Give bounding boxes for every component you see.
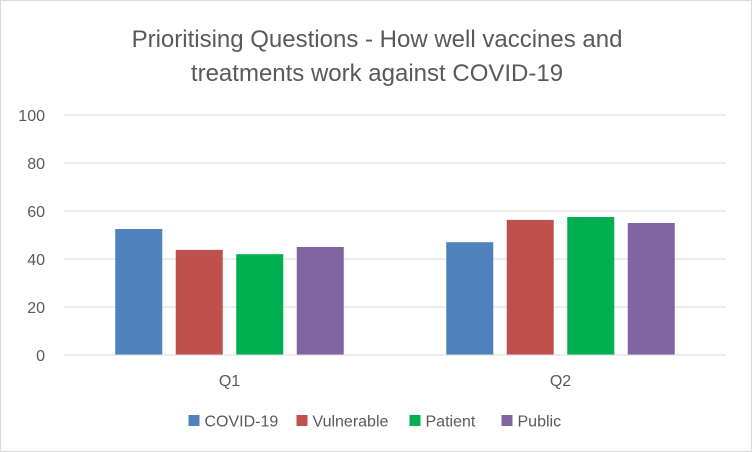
y-axis-tick-labels: 0 20 40 60 80 100 bbox=[18, 108, 45, 365]
y-tick-label: 20 bbox=[27, 300, 45, 317]
legend-swatch-patient bbox=[409, 415, 421, 426]
legend-swatch-covid-19 bbox=[188, 415, 200, 426]
bar-patient-q2 bbox=[567, 217, 615, 355]
bar-patient-q1 bbox=[236, 254, 284, 355]
bar-vulnerable-q1 bbox=[175, 249, 223, 355]
y-tick-label: 0 bbox=[36, 348, 45, 365]
legend-swatch-public bbox=[501, 415, 513, 426]
legend-label-patient: Patient bbox=[426, 414, 476, 431]
gridlines bbox=[64, 114, 726, 308]
x-category-label: Q1 bbox=[219, 373, 240, 390]
bar-public-q2 bbox=[627, 223, 675, 355]
legend-label-covid-19: COVID-19 bbox=[205, 414, 279, 431]
bar-vulnerable-q2 bbox=[506, 219, 554, 355]
y-tick-label: 100 bbox=[18, 108, 45, 125]
y-tick-label: 60 bbox=[27, 204, 45, 221]
y-tick-label: 80 bbox=[27, 156, 45, 173]
legend-label-vulnerable: Vulnerable bbox=[313, 414, 389, 431]
x-category-label: Q2 bbox=[550, 373, 571, 390]
bar-covid-19-q2 bbox=[446, 242, 494, 355]
legend: COVID-19 Vulnerable Patient Public bbox=[188, 414, 562, 431]
chart-title-line-2: treatments work against COVID-19 bbox=[191, 60, 563, 87]
chart-title-line-1: Prioritising Questions - How well vaccin… bbox=[132, 26, 623, 53]
chart-title: Prioritising Questions - How well vaccin… bbox=[132, 26, 623, 87]
bar-covid-19-q1 bbox=[115, 229, 163, 355]
bars bbox=[115, 217, 675, 355]
y-tick-label: 40 bbox=[27, 252, 45, 269]
bar-public-q1 bbox=[296, 247, 344, 355]
legend-label-public: Public bbox=[518, 414, 562, 431]
x-axis-category-labels: Q1 Q2 bbox=[219, 373, 571, 390]
legend-swatch-vulnerable bbox=[296, 415, 308, 426]
